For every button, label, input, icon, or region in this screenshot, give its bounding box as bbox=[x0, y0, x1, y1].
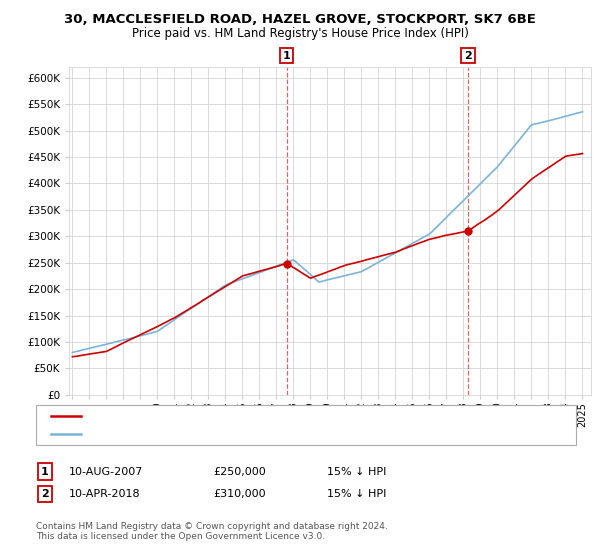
Text: Contains HM Land Registry data © Crown copyright and database right 2024.
This d: Contains HM Land Registry data © Crown c… bbox=[36, 522, 388, 542]
Text: 15% ↓ HPI: 15% ↓ HPI bbox=[327, 466, 386, 477]
Text: Price paid vs. HM Land Registry's House Price Index (HPI): Price paid vs. HM Land Registry's House … bbox=[131, 27, 469, 40]
Text: 30, MACCLESFIELD ROAD, HAZEL GROVE, STOCKPORT, SK7 6BE (detached house): 30, MACCLESFIELD ROAD, HAZEL GROVE, STOC… bbox=[87, 411, 514, 421]
Text: 10-APR-2018: 10-APR-2018 bbox=[69, 489, 140, 499]
Text: 15% ↓ HPI: 15% ↓ HPI bbox=[327, 489, 386, 499]
Text: 30, MACCLESFIELD ROAD, HAZEL GROVE, STOCKPORT, SK7 6BE: 30, MACCLESFIELD ROAD, HAZEL GROVE, STOC… bbox=[64, 13, 536, 26]
Text: 2: 2 bbox=[464, 50, 472, 60]
Text: 1: 1 bbox=[283, 50, 290, 60]
Text: £310,000: £310,000 bbox=[213, 489, 266, 499]
Text: 2: 2 bbox=[41, 489, 49, 499]
Text: HPI: Average price, detached house, Stockport: HPI: Average price, detached house, Stoc… bbox=[87, 429, 331, 439]
Text: 1: 1 bbox=[41, 466, 49, 477]
Text: £250,000: £250,000 bbox=[213, 466, 266, 477]
Text: 10-AUG-2007: 10-AUG-2007 bbox=[69, 466, 143, 477]
